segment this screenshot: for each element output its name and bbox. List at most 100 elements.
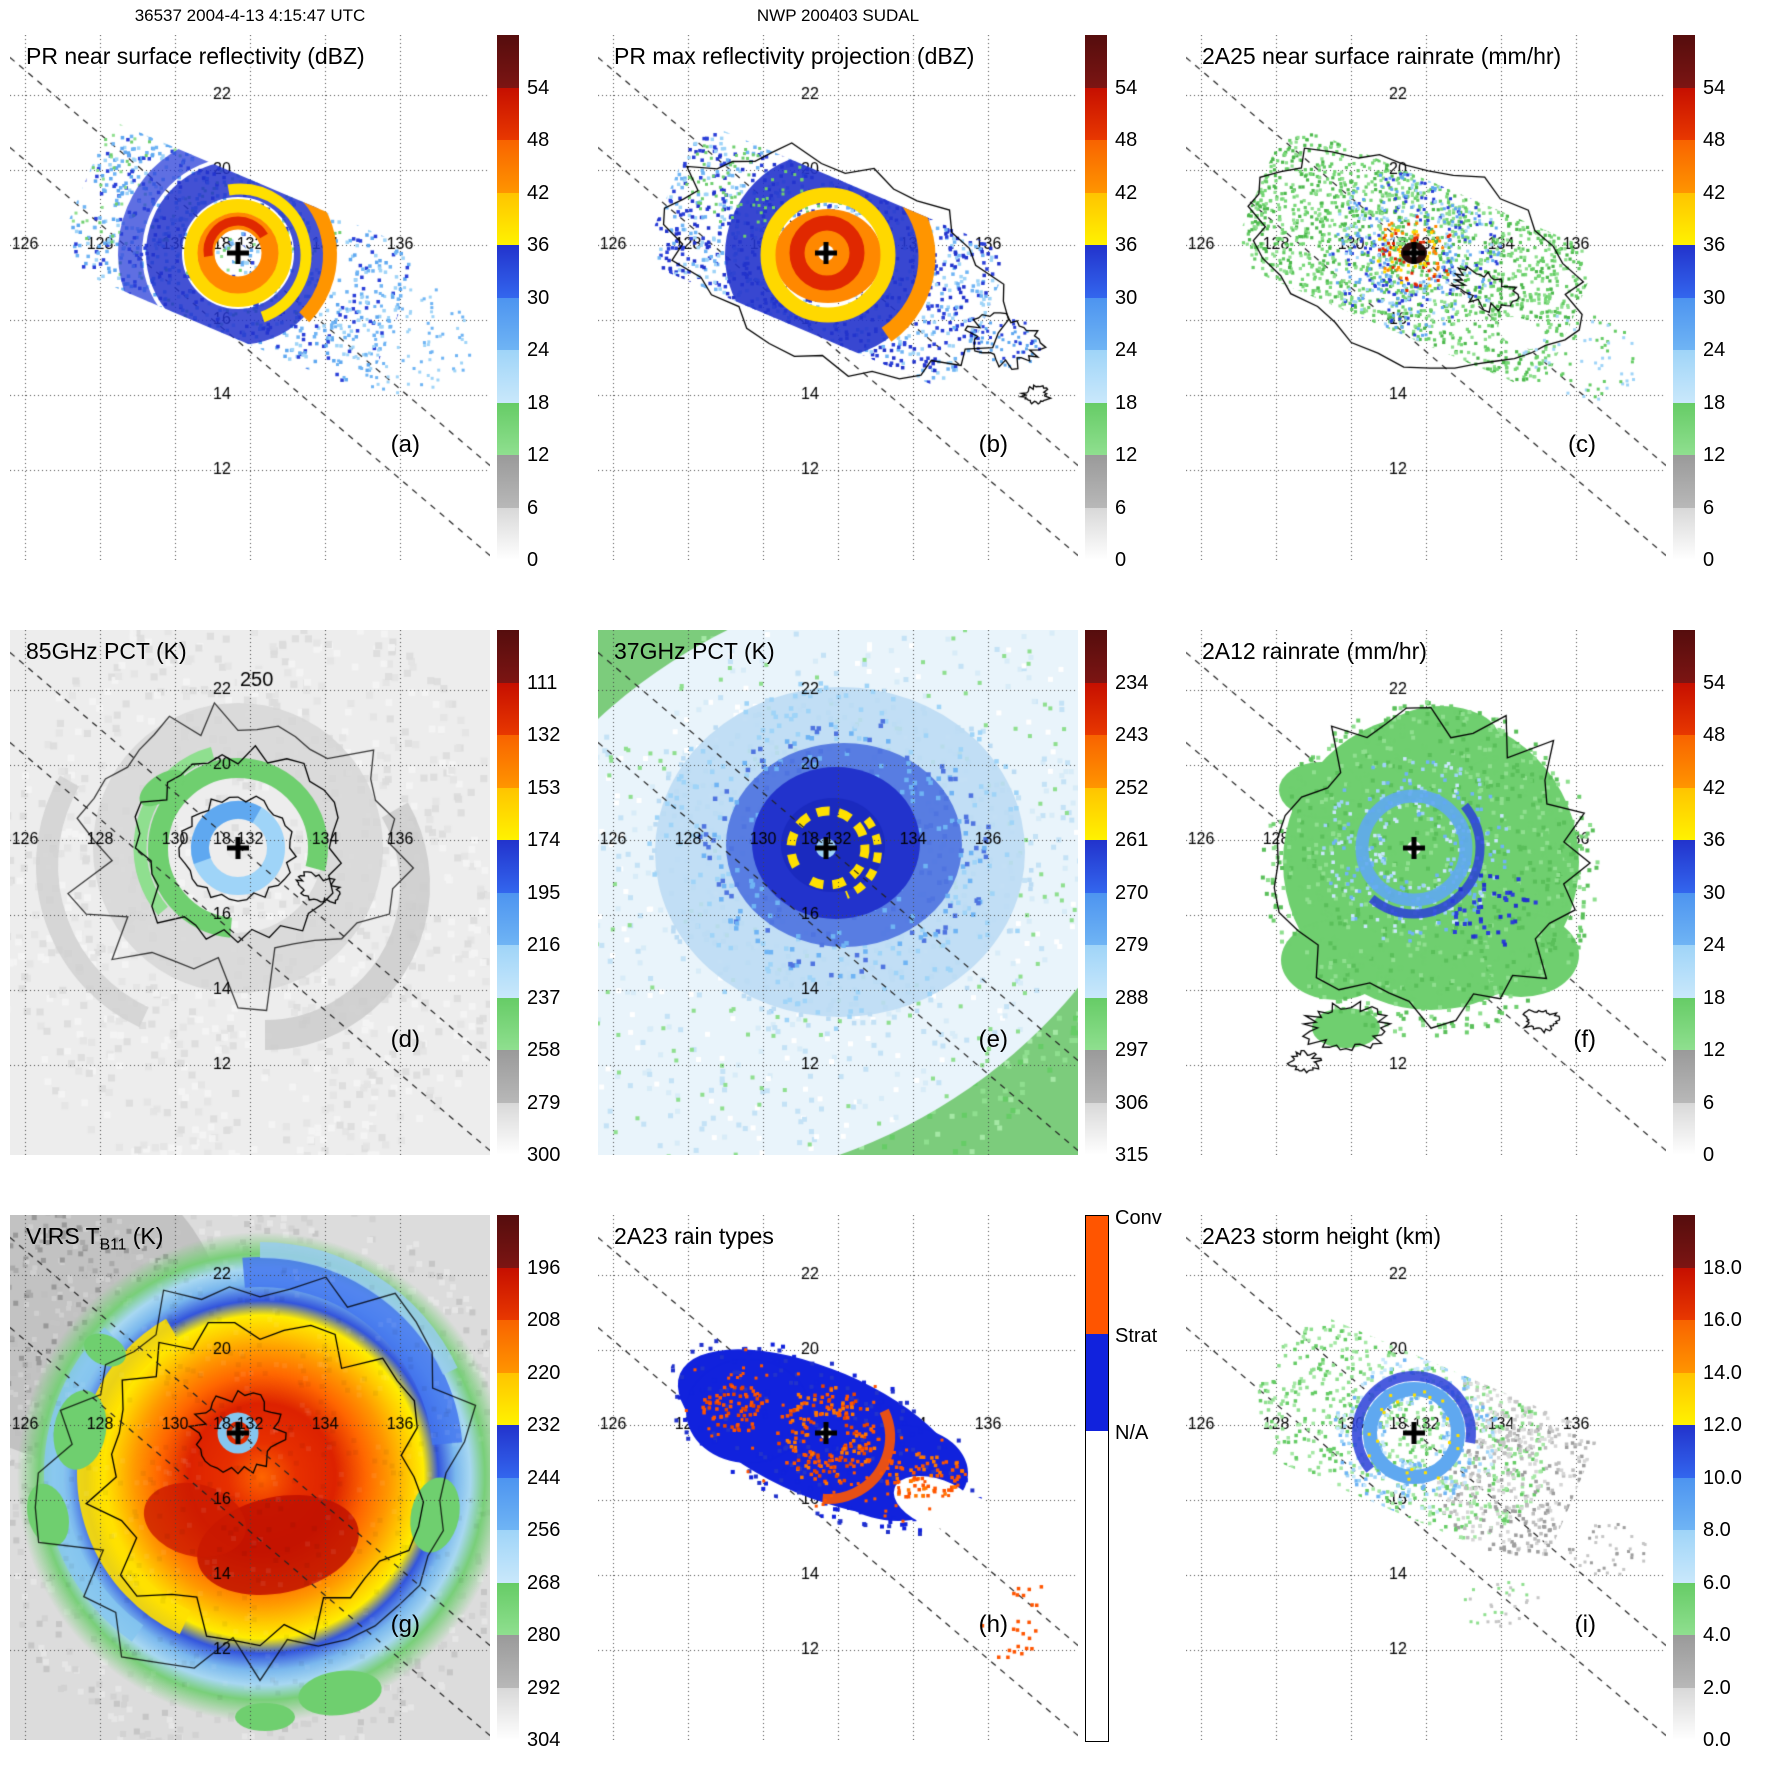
colorbar: [497, 35, 519, 560]
colorbar-segment: [1673, 192, 1695, 245]
colorbar-wrap-f: 54 48 42 36 30 24 18 12 6 0: [1673, 630, 1771, 1166]
colorbar-segment: [1673, 682, 1695, 735]
colorbar-segment: [1085, 682, 1107, 735]
map-plot-d: [10, 630, 490, 1155]
panel-g: VIRS TB11 (K) (g) 196 208 220 232 244 256 268 2…: [10, 1215, 600, 1760]
panel-letter: (h): [978, 1611, 1008, 1638]
colorbar-segment: [1673, 1050, 1695, 1103]
colorbar-tick-label: 12: [1703, 1039, 1726, 1061]
colorbar-segment: [497, 840, 519, 893]
colorbar-segment: [497, 1320, 519, 1373]
colorbar-segment: [497, 297, 519, 350]
colorbar-segment: [1673, 1582, 1695, 1635]
colorbar-category-label: Conv: [1115, 1207, 1162, 1229]
colorbar-segment: [1085, 140, 1107, 193]
panel-title: 37GHz PCT (K): [614, 638, 775, 665]
colorbar-segment: [1673, 1687, 1695, 1740]
colorbar-segment: [1085, 455, 1107, 508]
colorbar-segment: [497, 1215, 519, 1268]
colorbar-tick-label: 42: [1115, 181, 1138, 204]
map-plot-b: [598, 35, 1078, 560]
colorbar-tick-label: 111: [527, 671, 558, 694]
colorbar-segment: [1673, 1267, 1695, 1320]
colorbar-segment: [497, 35, 519, 88]
colorbar-tick-label: 279: [1115, 934, 1149, 956]
panel-letter: (g): [390, 1611, 420, 1638]
colorbar-tick-label: 16.0: [1703, 1309, 1742, 1331]
colorbar-segment: [1085, 87, 1107, 140]
colorbar-tick-label: 234: [1115, 671, 1149, 694]
map-plot-g: [10, 1215, 490, 1740]
colorbar-tick-label: 300: [527, 1144, 561, 1166]
panel-title-text: 85GHz PCT (K): [26, 638, 187, 664]
colorbar-tick-label: 6: [1703, 496, 1715, 519]
panel-h: 2A23 rain types (h) Conv Strat N/A: [598, 1207, 1188, 1760]
panel-title: 2A12 rainrate (mm/hr): [1202, 638, 1427, 665]
colorbar-segment: [497, 1635, 519, 1688]
colorbar-tick-label: 30: [1115, 286, 1138, 309]
map-plot-f: [1186, 630, 1666, 1155]
colorbar-tick-label: 30: [1703, 881, 1726, 904]
colorbar: [1085, 1215, 1109, 1742]
panel-title-subscript: B11: [99, 1236, 127, 1254]
colorbar-segment-na: [1086, 1431, 1108, 1741]
colorbar-tick-label: 216: [527, 934, 561, 956]
colorbar-tick-label: 297: [1115, 1039, 1149, 1061]
colorbar-tick-label: 0: [1703, 549, 1715, 571]
colorbar-tick-label: 54: [1703, 671, 1726, 694]
colorbar-segment: [1085, 735, 1107, 788]
colorbar-tick-label: 18.0: [1703, 1256, 1742, 1279]
colorbar: [1673, 35, 1695, 560]
colorbar: [1085, 630, 1107, 1155]
colorbar-tick-label: 48: [1703, 129, 1726, 151]
panel-title: PR near surface reflectivity (dBZ): [26, 43, 365, 70]
colorbar-segment: [497, 1687, 519, 1740]
colorbar-segment: [497, 87, 519, 140]
colorbar-tick-label: 42: [1703, 181, 1726, 204]
panel-title: PR max reflectivity projection (dBZ): [614, 43, 974, 70]
panel-title-text: 2A12 rainrate (mm/hr): [1202, 638, 1427, 664]
colorbar: [1673, 1215, 1695, 1740]
colorbar-segment: [1673, 630, 1695, 683]
colorbar-segment: [1673, 892, 1695, 945]
colorbar-tick-label: 36: [1115, 234, 1138, 256]
colorbar-tick-label: 12: [527, 444, 550, 466]
colorbar-segment: [497, 1102, 519, 1155]
colorbar-segment: [497, 245, 519, 298]
colorbar-tick-label: 48: [1115, 129, 1138, 151]
panel-letter: (i): [1574, 1611, 1596, 1638]
colorbar: [497, 1215, 519, 1740]
colorbar-segment: [497, 630, 519, 683]
panel-letter: (d): [390, 1026, 420, 1053]
colorbar-wrap-b: 54 48 42 36 30 24 18 12 6 0: [1085, 35, 1185, 571]
panel-title: VIRS TB11 (K): [26, 1223, 163, 1255]
colorbar-segment: [497, 1050, 519, 1103]
colorbar-segment: [1085, 35, 1107, 88]
panel-a: PR near surface reflectivity (dBZ) (a) 5…: [10, 35, 600, 580]
colorbar-tick-label: 12: [1703, 444, 1726, 466]
colorbar-tick-label: 6: [1703, 1091, 1715, 1114]
colorbar-segment: [497, 945, 519, 998]
colorbar-tick-label: 24: [1115, 339, 1138, 361]
colorbar-wrap-c: 54 48 42 36 30 24 18 12 6 0: [1673, 35, 1771, 571]
panel-f: 2A12 rainrate (mm/hr) (f) 54 48 42 36 30 24 18…: [1186, 630, 1771, 1175]
panel-title: 2A23 rain types: [614, 1223, 774, 1250]
colorbar-tick-label: 132: [527, 724, 561, 746]
colorbar-tick-label: 10.0: [1703, 1466, 1742, 1489]
panel-letter: (a): [390, 431, 420, 458]
colorbar-tick-label: 280: [527, 1624, 561, 1646]
colorbar-tick-label: 18: [1703, 391, 1726, 414]
colorbar-tick-label: 258: [527, 1039, 561, 1061]
colorbar-category-label: Strat: [1115, 1325, 1158, 1348]
colorbar-tick-label: 195: [527, 881, 561, 904]
colorbar-tick-label: 48: [1703, 724, 1726, 746]
colorbar-tick-label: 18: [1703, 986, 1726, 1009]
colorbar-tick-label: 256: [527, 1519, 561, 1541]
colorbar: [1085, 35, 1107, 560]
colorbar-segment: [1085, 1050, 1107, 1103]
colorbar-tick-label: 54: [527, 76, 550, 99]
panel-title: 2A25 near surface rainrate (mm/hr): [1202, 43, 1561, 70]
colorbar-tick-label: 0: [527, 549, 539, 571]
colorbar-segment: [1673, 1477, 1695, 1530]
colorbar-segment: [1085, 350, 1107, 403]
